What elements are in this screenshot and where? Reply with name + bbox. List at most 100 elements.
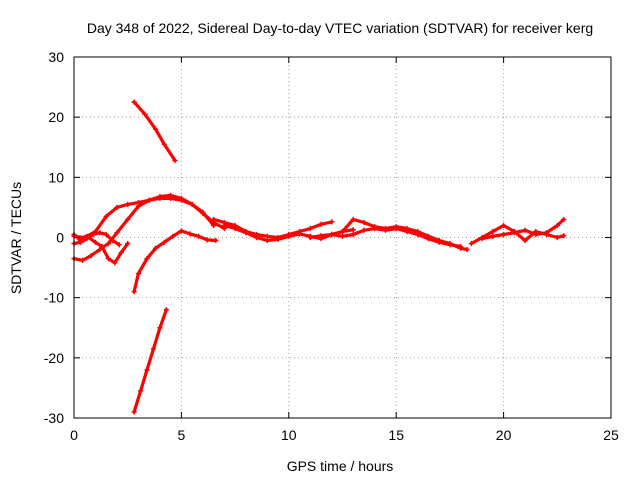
data-point	[114, 230, 120, 236]
data-point	[178, 197, 184, 203]
y-tick-label: -30	[44, 410, 64, 426]
data-point	[204, 237, 210, 243]
data-point	[187, 231, 193, 237]
data-point	[436, 239, 442, 245]
data-point	[339, 233, 346, 239]
data-point	[125, 216, 131, 223]
data-point	[157, 195, 163, 201]
data-point	[361, 227, 367, 233]
data-point	[479, 234, 485, 241]
data-point	[213, 237, 219, 244]
data-point	[131, 99, 137, 105]
data-point	[211, 216, 217, 223]
data-point	[105, 240, 111, 247]
x-tick-label: 25	[603, 427, 619, 443]
y-tick-label: -20	[44, 350, 64, 366]
data-point	[296, 231, 303, 237]
data-point	[339, 228, 346, 235]
data-point	[90, 231, 96, 238]
data-point	[157, 325, 163, 331]
data-point	[415, 231, 421, 238]
series-line	[72, 196, 216, 240]
x-axis-label: GPS time / hours	[287, 458, 394, 474]
y-tick-label: 30	[48, 49, 64, 65]
y-tick-label: 0	[56, 230, 64, 246]
chart-title: Day 348 of 2022, Sidereal Day-to-day VTE…	[87, 20, 593, 36]
data-point	[125, 201, 131, 208]
series-arc-early-upper	[71, 195, 217, 241]
data-point	[318, 233, 324, 239]
data-point	[468, 240, 474, 247]
data-point	[350, 227, 356, 233]
data-point	[543, 231, 550, 238]
data-point	[243, 230, 249, 236]
data-point	[232, 225, 238, 232]
data-point	[404, 228, 410, 235]
data-point	[350, 231, 356, 238]
series-line	[132, 308, 168, 414]
data-point	[447, 242, 453, 248]
data-point	[88, 252, 94, 259]
data-point	[561, 216, 567, 223]
data-point	[501, 231, 507, 238]
data-point	[170, 233, 176, 239]
data-point	[275, 236, 281, 242]
data-point	[372, 225, 378, 232]
data-point	[144, 367, 150, 373]
series-line	[132, 229, 218, 294]
data-point	[189, 201, 195, 208]
data-point	[131, 289, 137, 295]
data-point	[112, 260, 118, 266]
data-point	[142, 111, 148, 117]
data-point	[286, 233, 292, 239]
data-point	[393, 225, 399, 232]
data-point	[92, 239, 99, 245]
data-point	[329, 219, 335, 225]
data-point	[99, 243, 105, 250]
y-axis-label: SDTVAR / TECUs	[8, 182, 24, 294]
data-point	[137, 388, 144, 394]
data-point	[105, 255, 111, 262]
data-point	[318, 221, 324, 227]
data-point	[307, 225, 313, 232]
data-point	[79, 257, 86, 263]
data-point	[533, 228, 539, 235]
data-point	[458, 243, 464, 250]
data-point	[350, 216, 356, 223]
data-point	[161, 141, 167, 147]
data-point	[200, 209, 206, 215]
series-arc-rising-from-minus9	[131, 228, 219, 295]
data-point	[554, 234, 560, 241]
data-point	[97, 230, 103, 236]
data-point	[464, 246, 470, 253]
series-arc-early-hump	[71, 192, 227, 263]
data-point	[146, 197, 152, 203]
y-tick-label: 20	[48, 109, 64, 125]
data-point	[153, 245, 159, 251]
series-line	[469, 223, 566, 246]
data-point	[150, 346, 157, 352]
series-arc-steep-low	[131, 307, 169, 415]
data-point	[522, 237, 528, 244]
data-point	[554, 222, 560, 229]
data-point	[329, 231, 335, 238]
data-point	[135, 200, 142, 206]
data-point	[264, 237, 270, 244]
data-point	[161, 239, 167, 245]
series-arc-afternoon-b	[307, 225, 464, 250]
data-point	[144, 255, 150, 262]
series-line	[132, 100, 177, 163]
data-point	[77, 239, 84, 245]
data-point	[511, 228, 517, 235]
data-point	[103, 231, 109, 238]
data-series	[71, 99, 567, 415]
data-point	[135, 271, 142, 277]
data-point	[131, 409, 137, 415]
x-tick-label: 5	[178, 427, 186, 443]
data-point	[382, 227, 389, 233]
data-point	[163, 307, 169, 313]
data-point	[307, 234, 313, 241]
y-tick-label: 10	[48, 169, 64, 185]
data-point	[84, 236, 90, 242]
